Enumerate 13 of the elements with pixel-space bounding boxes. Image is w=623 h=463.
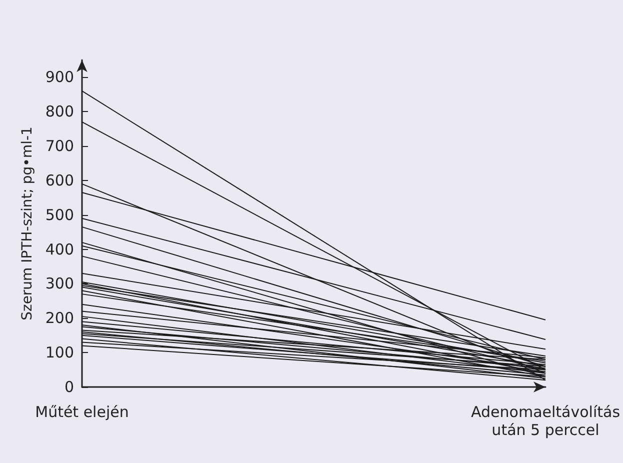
y-tick-label: 700 bbox=[45, 137, 74, 156]
y-tick-label: 500 bbox=[45, 206, 74, 224]
y-tick-label: 100 bbox=[45, 344, 74, 362]
y-tick-label: 300 bbox=[45, 274, 74, 293]
y-axis-title: Szerum IPTH-szint; pg•ml-1 bbox=[19, 126, 36, 320]
y-tick-label: 800 bbox=[45, 102, 74, 121]
y-tick-label: 900 bbox=[45, 68, 74, 86]
x-tick-label: Műtét elején bbox=[35, 403, 129, 421]
y-tick-label: 200 bbox=[45, 309, 74, 328]
y-tick-label: 400 bbox=[45, 240, 74, 258]
y-tick-label: 0 bbox=[64, 378, 74, 396]
x-tick-label: Adenomaeltávolítás után 5 perccel bbox=[471, 403, 620, 439]
y-tick-label: 600 bbox=[45, 171, 74, 190]
